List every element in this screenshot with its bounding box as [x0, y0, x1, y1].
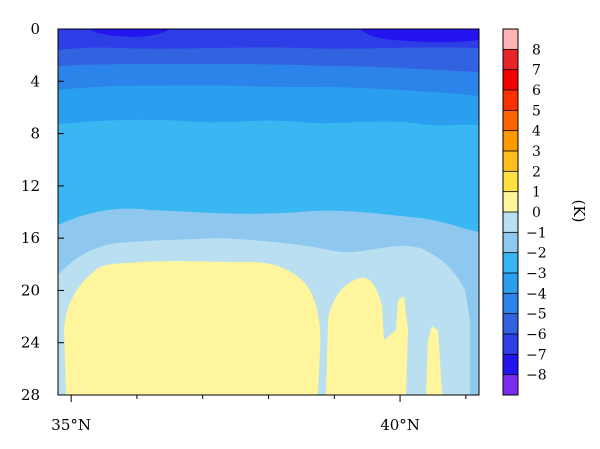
colorbar-swatch — [503, 212, 518, 233]
colorbar-tick-label: 2 — [532, 164, 541, 180]
y-tick-label: 28 — [21, 386, 40, 404]
colorbar-swatch — [503, 313, 518, 334]
colorbar-swatch — [503, 354, 518, 375]
colorbar-tick-label: −2 — [526, 246, 547, 262]
colorbar-label: (K) — [570, 200, 588, 223]
colorbar-swatch — [503, 69, 518, 90]
warm-region-east — [326, 277, 408, 395]
warm-region-sliver — [426, 326, 442, 395]
y-tick-label: 24 — [21, 334, 40, 352]
colorbar-swatch — [503, 252, 518, 273]
colorbar-swatch — [503, 334, 518, 355]
colorbar-swatch — [503, 151, 518, 172]
y-tick-label: 12 — [21, 177, 40, 195]
colorbar-tick-label: 4 — [532, 124, 541, 140]
colorbar-tick-label: 8 — [532, 42, 541, 58]
y-tick-label: 4 — [30, 72, 40, 90]
level-band-minus8-patch-west — [90, 29, 170, 37]
colorbar-tick-label: −6 — [526, 327, 547, 343]
x-tick-label: 40°N — [380, 416, 420, 434]
colorbar-swatch — [503, 191, 518, 212]
colorbar-tick-label: −3 — [526, 266, 547, 282]
colorbar-swatch — [503, 29, 518, 50]
colorbar: 8 7 6 5 4 3 2 1 0 −1 −2 −3 −4 −5 −6 −7 −8 — [502, 28, 547, 396]
x-tick-label: 35°N — [51, 416, 91, 434]
colorbar-tick-label: 7 — [532, 63, 541, 79]
colorbar-tick-label: −7 — [526, 347, 547, 363]
x-axis: 35°N 40°N — [51, 395, 467, 434]
colorbar-swatch — [503, 171, 518, 192]
y-axis: 0 4 8 12 16 20 24 28 — [21, 20, 64, 404]
colorbar-tick-label: −4 — [526, 286, 547, 302]
colorbar-swatch — [503, 232, 518, 253]
colorbar-tick-label: 0 — [532, 205, 541, 221]
level-band-minus8-patch — [360, 29, 479, 43]
colorbar-swatch — [503, 374, 518, 395]
warm-region-main — [64, 261, 321, 395]
colorbar-swatch — [503, 90, 518, 111]
y-tick-label: 8 — [30, 125, 40, 143]
colorbar-swatch — [503, 273, 518, 294]
y-tick-label: 0 — [30, 20, 40, 38]
colorbar-tick-label: −1 — [526, 225, 547, 241]
y-tick-label: 20 — [21, 281, 40, 299]
colorbar-swatch — [503, 293, 518, 314]
colorbar-tick-label: 1 — [532, 185, 541, 201]
colorbar-tick-label: −8 — [526, 368, 547, 384]
y-tick-label: 16 — [21, 229, 40, 247]
colorbar-tick-label: 5 — [532, 103, 541, 119]
contour-field — [58, 29, 479, 395]
colorbar-swatch — [503, 130, 518, 151]
colorbar-tick-label: 6 — [532, 83, 541, 99]
colorbar-swatch — [503, 110, 518, 131]
colorbar-tick-label: −5 — [526, 307, 547, 323]
colorbar-swatch — [503, 49, 518, 70]
colorbar-tick-label: 3 — [532, 144, 541, 160]
